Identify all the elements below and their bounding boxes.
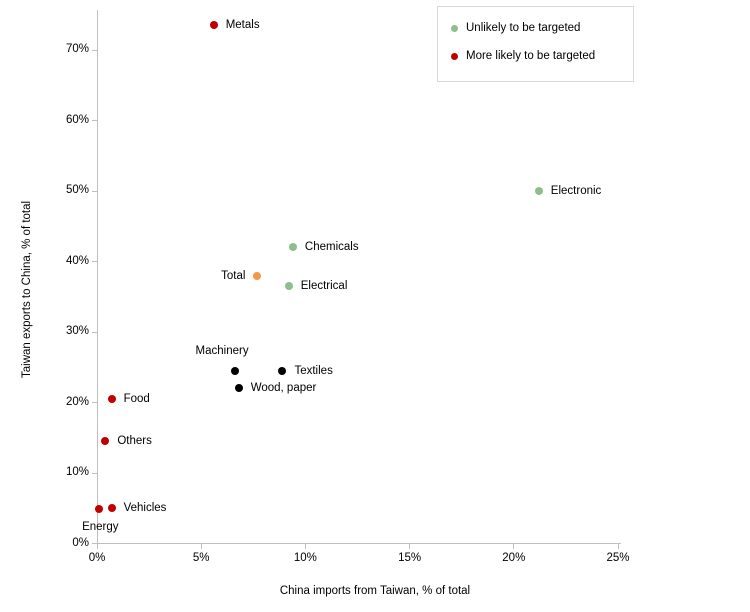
y-axis-tick <box>92 402 97 403</box>
legend-item-label: Unlikely to be targeted <box>466 22 581 34</box>
x-axis-tick <box>304 543 306 549</box>
y-axis-title: Taiwan exports to China, % of total <box>21 200 33 378</box>
y-axis-tick-label: 0% <box>72 536 89 549</box>
x-axis-tick <box>200 543 202 549</box>
data-point-label: Machinery <box>195 344 249 357</box>
data-point-dot <box>107 504 116 513</box>
y-axis-tick <box>92 543 97 544</box>
legend-dot-icon <box>451 24 458 32</box>
data-point-label: Total <box>221 269 246 282</box>
data-point-label: Food <box>123 392 150 405</box>
data-point-dot <box>284 282 293 291</box>
data-point-dot <box>107 394 116 403</box>
y-axis-tick <box>92 261 97 262</box>
legend-dot-icon <box>451 52 458 60</box>
y-axis-tick-label: 40% <box>65 254 89 267</box>
data-point-dot <box>278 366 287 375</box>
data-point-label: Wood, paper <box>250 382 317 395</box>
data-point-dot <box>253 271 262 280</box>
data-point-label: Energy <box>82 520 119 533</box>
y-axis-tick-label: 60% <box>65 113 89 126</box>
x-axis-tick <box>96 543 98 549</box>
x-axis-tick <box>409 543 411 549</box>
data-point-label: Metals <box>225 19 260 32</box>
x-axis-tick <box>617 543 619 549</box>
y-axis-tick-label: 30% <box>65 325 89 337</box>
data-point-dot <box>534 187 543 195</box>
x-axis-tick-label: 20% <box>502 552 526 564</box>
data-point-label: Electrical <box>300 280 348 293</box>
data-point-label: Textiles <box>294 364 333 377</box>
y-axis-tick-label: 70% <box>65 43 89 55</box>
y-axis-tick <box>92 49 97 51</box>
data-point-label: Chemicals <box>304 241 359 254</box>
y-axis-line <box>97 10 98 544</box>
y-axis-tick-label: 20% <box>65 395 89 408</box>
data-point-dot <box>230 366 239 375</box>
y-axis-tick <box>92 120 97 121</box>
data-point-dot <box>95 504 104 513</box>
x-axis-tick-label: 25% <box>606 552 630 564</box>
data-point-dot <box>209 21 218 30</box>
y-axis-tick-label: 50% <box>65 184 89 196</box>
data-point-dot <box>288 243 297 252</box>
x-axis-tick-label: 10% <box>293 552 317 564</box>
legend-item-label: More likely to be targeted <box>466 50 596 62</box>
data-point-label: Vehicles <box>123 502 167 515</box>
legend-item: More likely to be targeted <box>438 42 633 70</box>
x-axis-tick-label: 15% <box>398 552 422 564</box>
x-axis-title: China imports from Taiwan, % of total <box>279 585 471 597</box>
y-axis-tick <box>92 331 97 333</box>
legend-item: Unlikely to be targeted <box>438 14 633 42</box>
y-axis-tick <box>92 190 97 192</box>
legend-box: Unlikely to be targeted More likely to be… <box>437 6 634 82</box>
data-point-dot <box>101 437 110 446</box>
x-axis-tick <box>513 543 515 549</box>
y-axis-tick-label: 10% <box>65 466 89 478</box>
x-axis-line <box>97 543 621 544</box>
data-point-label: Others <box>117 435 152 448</box>
y-axis-tick <box>92 472 97 474</box>
x-axis-tick-label: 5% <box>192 552 210 564</box>
data-point-label: Electronic <box>550 185 602 197</box>
data-point-dot <box>234 384 243 393</box>
x-axis-tick-label: 0% <box>88 552 106 564</box>
